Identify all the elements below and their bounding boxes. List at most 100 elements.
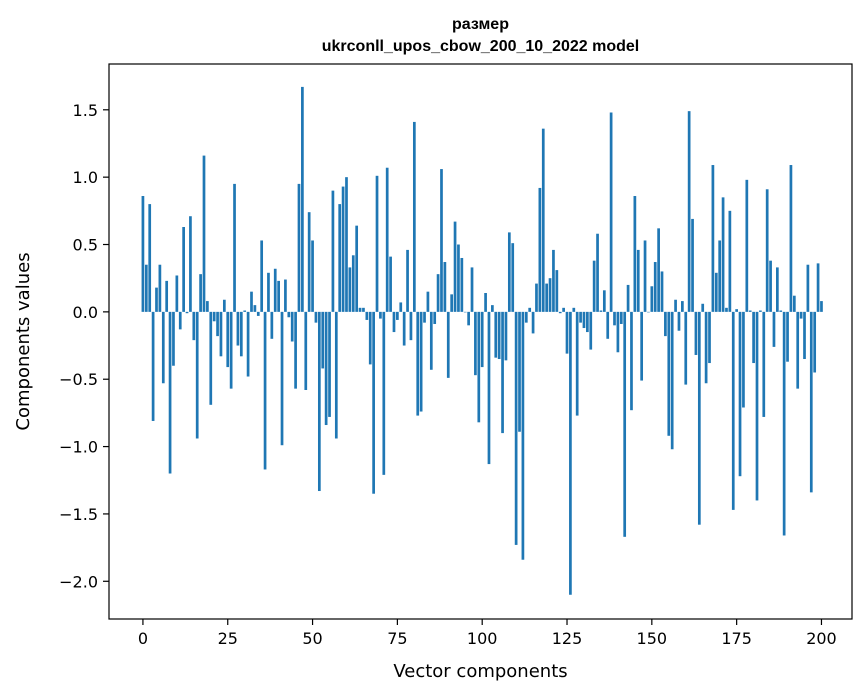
bar: [619, 311, 623, 324]
y-tick-label: 0.5: [73, 236, 98, 255]
bar: [745, 179, 749, 312]
chart-title: размер: [452, 16, 509, 33]
bar: [599, 310, 603, 312]
x-tick-label: 125: [552, 629, 583, 648]
bar: [277, 280, 280, 312]
bar: [755, 311, 759, 501]
bar: [718, 240, 722, 312]
bar: [528, 307, 532, 312]
bar: [219, 311, 223, 357]
y-tick-label: 1.0: [73, 168, 98, 187]
bar: [521, 311, 525, 560]
bar: [368, 311, 372, 365]
bar: [660, 271, 664, 312]
bar: [151, 311, 155, 421]
bar: [273, 268, 277, 312]
bar: [643, 240, 647, 312]
bar: [419, 311, 423, 412]
bar: [263, 311, 267, 470]
x-tick-label: 175: [721, 629, 752, 648]
bar: [613, 311, 616, 326]
bar: [552, 249, 555, 312]
bar: [222, 299, 226, 312]
bar: [412, 121, 416, 312]
bar: [161, 311, 165, 384]
bar: [779, 310, 783, 312]
bar: [602, 290, 606, 312]
bar: [297, 183, 301, 312]
bar: [301, 86, 304, 312]
x-tick-label: 50: [302, 629, 322, 648]
bar: [202, 155, 206, 312]
bar: [280, 311, 284, 446]
bar: [423, 311, 426, 323]
bar: [206, 301, 209, 312]
bar: [243, 310, 247, 312]
bar: [426, 291, 430, 312]
bar: [358, 307, 362, 312]
bar: [531, 311, 535, 334]
bar: [246, 311, 250, 377]
bar: [674, 299, 677, 312]
bar: [375, 175, 379, 312]
bar: [497, 311, 501, 360]
bar: [480, 311, 484, 368]
bar: [172, 311, 175, 366]
bar: [470, 267, 474, 312]
bar: [623, 311, 627, 537]
bar: [392, 311, 396, 333]
bar: [182, 227, 185, 312]
bar: [270, 311, 274, 339]
bar: [267, 272, 270, 312]
y-tick-label: −1.0: [59, 438, 98, 457]
bar: [653, 262, 657, 312]
bar: [148, 204, 152, 312]
y-tick-label: 0.0: [73, 303, 98, 322]
y-axis-label: Components values: [13, 252, 34, 430]
bar: [260, 240, 264, 312]
y-tick-label: −1.5: [59, 505, 98, 524]
x-tick-label: 150: [637, 629, 668, 648]
bar: [389, 256, 392, 312]
bar: [494, 311, 498, 358]
bar: [321, 311, 325, 369]
bar: [555, 270, 559, 312]
x-tick-label: 0: [138, 629, 148, 648]
bar: [725, 307, 728, 312]
bar: [307, 212, 311, 312]
bar: [385, 167, 389, 312]
bar: [636, 249, 640, 312]
bar: [457, 244, 460, 312]
bar: [165, 280, 169, 312]
bar: [684, 311, 688, 385]
bar: [212, 311, 216, 322]
bar: [168, 311, 172, 474]
x-axis-label: Vector components: [393, 661, 567, 682]
bar: [796, 311, 800, 389]
bar: [362, 307, 365, 312]
bar: [236, 311, 240, 346]
bar: [809, 311, 813, 493]
bar: [443, 262, 447, 312]
bar: [450, 294, 454, 312]
bar: [185, 311, 189, 314]
bar: [667, 311, 671, 436]
bar: [609, 112, 613, 312]
bar: [677, 311, 681, 331]
bar: [735, 309, 738, 312]
bar: [640, 311, 644, 381]
bar: [501, 311, 504, 434]
bar: [294, 311, 297, 389]
bar: [328, 311, 331, 417]
bar: [514, 311, 518, 545]
bar: [769, 260, 772, 312]
bar: [738, 311, 742, 477]
bar: [524, 311, 528, 323]
bar: [650, 286, 654, 312]
bar: [379, 311, 382, 319]
bar: [606, 311, 610, 339]
bar: [338, 204, 342, 312]
bar: [714, 272, 718, 312]
bar: [175, 275, 179, 312]
bar: [504, 311, 508, 361]
